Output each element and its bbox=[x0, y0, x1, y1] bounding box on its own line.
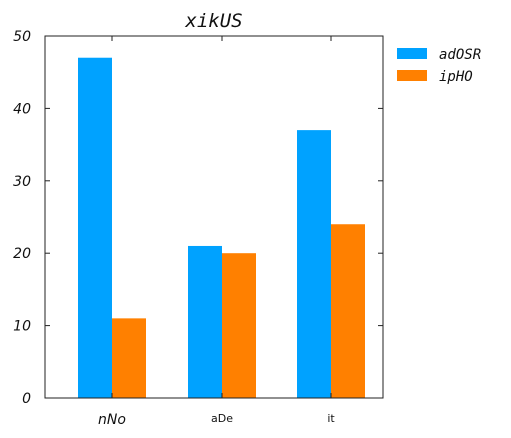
y-tick-label-20: 20 bbox=[13, 246, 31, 262]
y-tick-label-40: 40 bbox=[13, 101, 31, 117]
bar-adOSR-nNo bbox=[78, 57, 112, 398]
legend-swatch-adOSR bbox=[397, 48, 427, 59]
y-tick-label-30: 30 bbox=[13, 174, 31, 190]
x-tick-label-it: it bbox=[327, 412, 335, 425]
y-tick-label-50: 50 bbox=[13, 29, 31, 45]
bar-adOSR-it bbox=[297, 130, 331, 398]
legend-label-ipHO: ipHO bbox=[439, 69, 473, 85]
y-tick-label-0: 0 bbox=[22, 391, 31, 407]
legend-swatch-ipHO bbox=[397, 70, 427, 81]
x-tick-label-nNo: nNo bbox=[98, 412, 126, 428]
bar-adOSR-aDe bbox=[188, 245, 222, 398]
legend: adOSR ipHO bbox=[397, 47, 481, 85]
bar-ipHO-it bbox=[331, 224, 365, 398]
y-tick-label-10: 10 bbox=[13, 319, 31, 335]
plot-frame bbox=[44, 35, 384, 399]
bars-layer bbox=[78, 57, 365, 398]
bar-ipHO-aDe bbox=[222, 253, 256, 398]
chart-title: xikUS bbox=[184, 10, 242, 32]
axes-layer: 0 10 20 30 40 50 nNo aDe it bbox=[13, 29, 384, 428]
legend-label-adOSR: adOSR bbox=[439, 47, 481, 63]
x-tick-label-aDe: aDe bbox=[211, 412, 233, 425]
bar-ipHO-nNo bbox=[112, 318, 146, 398]
